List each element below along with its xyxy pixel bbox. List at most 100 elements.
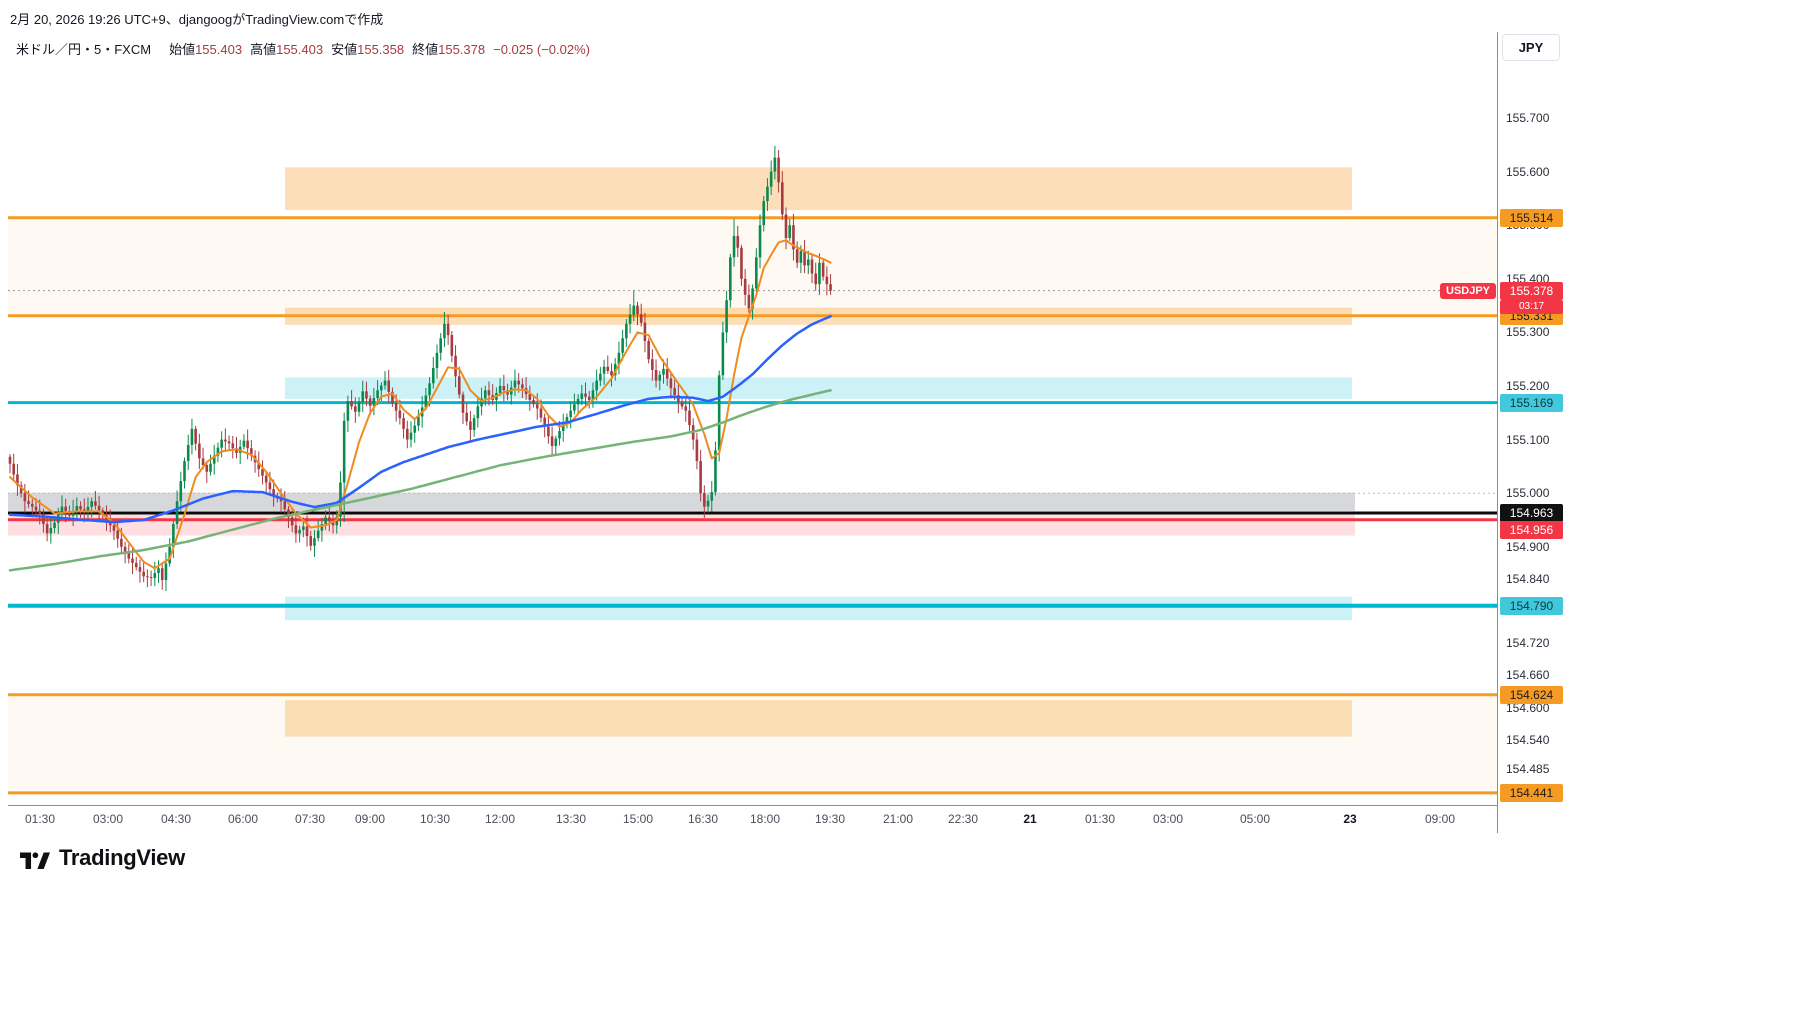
candle-body <box>16 474 19 486</box>
candle-body <box>706 500 710 507</box>
candle-body <box>354 406 357 412</box>
candle-body <box>361 391 365 402</box>
time-axis-label: 12:00 <box>484 812 516 826</box>
ma-slow-line[interactable] <box>8 389 832 572</box>
candle-body <box>168 546 171 564</box>
ohlc-label: 始値 <box>169 42 196 57</box>
candle-body <box>710 492 714 501</box>
candle-body <box>647 340 650 360</box>
candle-body <box>328 517 331 522</box>
candle-body <box>446 323 450 336</box>
candlestick-chart[interactable] <box>8 32 1497 805</box>
candle-body <box>639 314 643 323</box>
time-axis-label: 18:00 <box>749 812 781 826</box>
candle-body <box>506 390 509 395</box>
candle-body <box>487 390 491 396</box>
candle-body <box>829 284 832 291</box>
candle-body <box>431 368 435 384</box>
candle-body <box>264 475 268 483</box>
time-axis[interactable]: 01:30 03:00 04:30 06:00 07:30 09:00 10:30 12:00… <box>8 805 1497 834</box>
candle-body <box>688 410 691 426</box>
candle-body <box>532 399 535 405</box>
candle-body <box>773 157 777 172</box>
tradingview-logo[interactable]: TradingView <box>20 845 185 871</box>
candle-body <box>769 171 773 187</box>
price-level-badge: 154.956 <box>1500 520 1563 539</box>
last-price-badge: 155.378 <box>1500 281 1563 300</box>
price-zone[interactable] <box>285 596 1352 621</box>
price-axis[interactable]: JPY 155.700155.600155.500155.400155.3001… <box>1497 32 1566 833</box>
chart-plot[interactable]: 米ドル／円・5・FXCM 始値155.403 高値155.403 安値155.358 終… <box>8 32 1497 805</box>
candle-body <box>465 412 468 422</box>
tradingview-logo-icon <box>20 852 50 870</box>
candle-body <box>643 322 647 341</box>
candle-body <box>535 404 539 409</box>
candle-body <box>94 501 97 506</box>
price-axis-tick: 154.600 <box>1506 700 1550 715</box>
candle-body <box>27 501 30 504</box>
candle-body <box>669 378 673 389</box>
price-zone[interactable] <box>285 700 1352 737</box>
candle-body <box>387 380 391 392</box>
candle-body <box>294 525 298 534</box>
candle-body <box>547 426 550 437</box>
candle-body <box>576 398 580 405</box>
candle-body <box>316 530 320 539</box>
candle-body <box>498 386 502 393</box>
ma-mid-line[interactable] <box>8 315 832 524</box>
price-zone[interactable] <box>8 514 1355 536</box>
candle-body <box>123 546 127 553</box>
candle-body <box>198 443 201 459</box>
price-axis-tick: 155.200 <box>1506 379 1550 393</box>
ohlc-label: 終値 <box>412 42 439 57</box>
currency-toggle-jpy-button[interactable]: JPY <box>1502 34 1560 61</box>
candle-body <box>183 461 186 482</box>
candle-body <box>49 528 53 534</box>
price-zone[interactable] <box>285 377 1352 399</box>
candle-body <box>12 463 16 475</box>
candle-body <box>636 305 639 315</box>
candle-body <box>584 393 587 397</box>
candle-body <box>209 463 212 472</box>
time-axis-label: 22:30 <box>947 812 979 826</box>
channel-zone[interactable] <box>8 694 1497 793</box>
candle-body <box>186 444 190 462</box>
candle-body <box>632 305 636 315</box>
ma-fast-line[interactable] <box>9 239 832 570</box>
candle-body <box>112 525 116 531</box>
candle-body <box>454 355 457 377</box>
candle-body <box>476 406 480 419</box>
price-axis-tick: 155.100 <box>1506 432 1550 447</box>
candle-body <box>75 506 79 511</box>
price-zone[interactable] <box>8 492 1355 511</box>
candle-body <box>261 469 264 476</box>
candle-body <box>721 332 725 376</box>
chart-widget: 米ドル／円・5・FXCM 始値155.403 高値155.403 安値155.358 終… <box>8 32 1566 834</box>
candle-body <box>131 558 134 563</box>
candle-body <box>554 438 558 447</box>
candle-body <box>758 225 762 258</box>
price-level-badge: 154.963 <box>1500 504 1563 523</box>
time-axis-label: 07:30 <box>294 812 326 826</box>
candle-body <box>380 385 383 391</box>
symbol-title[interactable]: 米ドル／円・5・FXCM <box>16 42 152 57</box>
candle-body <box>268 482 272 490</box>
candle-body <box>806 259 810 266</box>
candle-body <box>357 401 361 412</box>
candle-body <box>658 374 662 381</box>
candle-body <box>565 417 569 425</box>
candle-body <box>287 509 290 518</box>
price-zone[interactable] <box>285 167 1352 211</box>
candle-body <box>777 157 780 183</box>
ohlc-value: 155.378 <box>438 42 486 57</box>
candle-body <box>539 408 543 418</box>
candle-body <box>101 510 105 516</box>
candle-body <box>480 398 483 407</box>
attribution-text: 2月 20, 2026 19:26 UTC+9、djangoogがTrading… <box>10 12 384 27</box>
ohlc-value: 155.358 <box>357 42 405 57</box>
candle-body <box>235 448 238 453</box>
candle-body <box>439 338 443 353</box>
candle-body <box>149 577 153 579</box>
candle-body <box>788 225 792 239</box>
candle-body <box>90 501 93 507</box>
